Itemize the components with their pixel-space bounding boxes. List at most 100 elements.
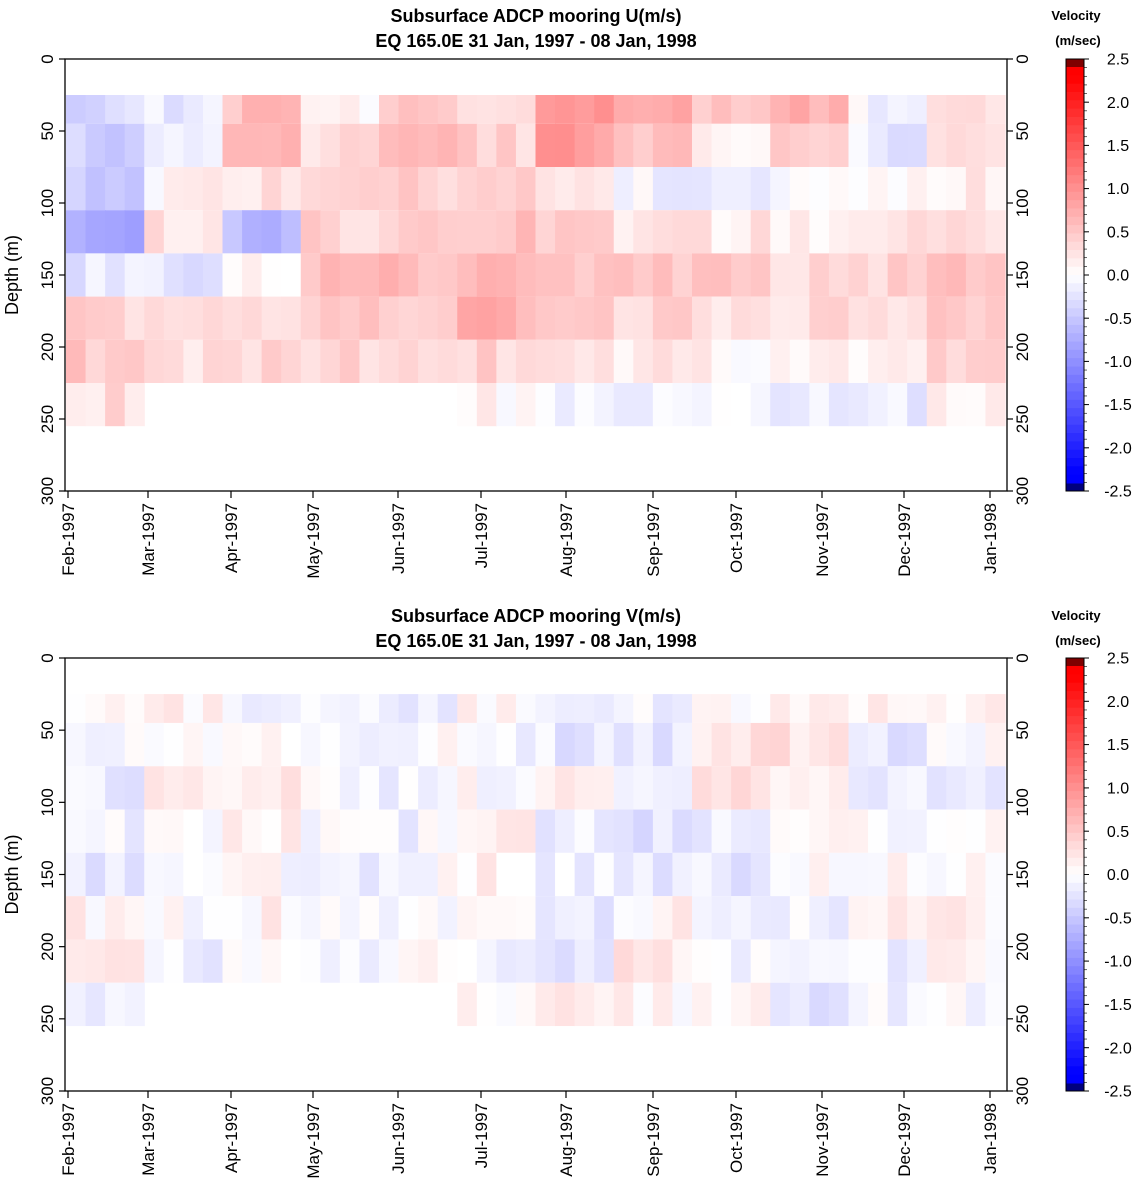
colorbar-swatch — [1066, 841, 1084, 850]
heatmap-cell — [887, 253, 908, 297]
heatmap-cell — [652, 939, 674, 983]
heatmap-cell — [574, 167, 595, 211]
heatmap-cell — [85, 95, 106, 124]
colorbar-swatch — [1066, 266, 1084, 276]
heatmap-cell — [66, 167, 87, 211]
heatmap-cell — [359, 694, 380, 723]
colorbar-tick-label: 2.0 — [1107, 694, 1129, 711]
heatmap-cell — [868, 852, 889, 897]
heatmap-cell — [633, 210, 654, 254]
heatmap-cell — [711, 722, 732, 767]
heatmap-cell — [652, 210, 674, 254]
heatmap-cell — [418, 809, 439, 853]
colorbar-swatch — [1066, 125, 1084, 135]
heatmap-cell — [965, 809, 987, 853]
heatmap-cell — [202, 939, 224, 983]
heatmap-cell — [124, 167, 145, 211]
heatmap-cell — [379, 939, 400, 983]
heatmap-cell — [985, 809, 1006, 853]
heatmap-cell — [907, 694, 928, 723]
heatmap-cell — [320, 896, 341, 940]
heatmap-cell — [379, 766, 400, 810]
colorbar-swatch — [1066, 982, 1084, 992]
heatmap-cell — [242, 852, 263, 897]
heatmap-cell — [281, 939, 302, 983]
x-tick-label: Dec-1997 — [895, 503, 914, 577]
heatmap-cell — [887, 939, 908, 983]
heatmap-cell — [105, 852, 126, 897]
heatmap-cell — [535, 722, 556, 767]
colorbar-tick-label: -1.5 — [1104, 397, 1132, 414]
x-tick-label: Apr-1997 — [222, 1103, 241, 1173]
heatmap-cell — [828, 253, 850, 297]
heatmap-cell — [163, 939, 184, 983]
heatmap-cell — [515, 253, 537, 297]
colorbar-swatch — [1066, 258, 1084, 268]
heatmap-cell — [222, 809, 243, 853]
colorbar-swatch — [1066, 458, 1084, 467]
heatmap-cell — [85, 722, 106, 767]
heatmap-cell — [242, 167, 263, 211]
y-tick-label-right: 250 — [1013, 1005, 1032, 1033]
colorbar-swatch — [1066, 358, 1084, 368]
heatmap-cell — [848, 123, 869, 167]
heatmap-cell — [144, 95, 165, 124]
colorbar-swatch — [1066, 791, 1084, 800]
colorbar-swatch — [1066, 466, 1084, 476]
heatmap-cell — [594, 766, 615, 810]
heatmap-cell — [672, 852, 693, 897]
heatmap-cell — [926, 253, 947, 297]
heatmap-cell — [476, 339, 497, 383]
colorbar-tick-label: -2.0 — [1104, 440, 1132, 457]
heatmap-cell — [124, 722, 145, 767]
heatmap-cell — [809, 766, 830, 810]
heatmap-cell — [418, 253, 439, 297]
heatmap-cell — [633, 253, 654, 297]
colorbar-tick-label: 2.5 — [1107, 52, 1129, 69]
heatmap-cell — [848, 95, 869, 124]
heatmap-cell — [496, 339, 517, 383]
heatmap-cell — [144, 694, 165, 723]
colorbar-swatch — [1066, 957, 1084, 967]
heatmap-cell — [652, 766, 674, 810]
y-tick-label-right: 200 — [1013, 333, 1032, 361]
heatmap-cell — [594, 896, 615, 940]
heatmap-cell — [574, 766, 595, 810]
colorbar-swatch — [1066, 191, 1084, 201]
heatmap-cell — [868, 809, 889, 853]
colorbar-swatch — [1066, 766, 1084, 775]
heatmap-cell — [320, 766, 341, 810]
colorbar-swatch — [1066, 782, 1084, 792]
heatmap-cell — [594, 722, 615, 767]
heatmap-cell — [476, 722, 497, 767]
heatmap-cell — [613, 123, 634, 167]
heatmap-cell — [692, 722, 713, 767]
heatmap-cell — [320, 123, 341, 167]
heatmap-cell — [692, 210, 713, 254]
heatmap-cell — [809, 722, 830, 767]
heatmap-cell — [476, 809, 497, 853]
heatmap-cell — [261, 939, 282, 983]
heatmap-cell — [379, 296, 400, 340]
heatmap-cell — [672, 210, 693, 254]
heatmap-cell — [183, 253, 204, 297]
heatmap-cell — [281, 296, 302, 340]
heatmap-cell — [946, 809, 967, 853]
heatmap-cell — [359, 253, 380, 297]
colorbar-swatch — [1066, 1041, 1084, 1051]
heatmap-cell — [144, 896, 165, 940]
heatmap-cell — [692, 339, 713, 383]
heatmap-cell — [770, 766, 791, 810]
heatmap-cell — [985, 339, 1006, 383]
heatmap-cell — [613, 339, 634, 383]
heatmap-cell — [183, 210, 204, 254]
colorbar-swatch — [1066, 749, 1084, 759]
heatmap-cell — [457, 95, 478, 124]
heatmap-cell — [457, 722, 478, 767]
heatmap-cell — [692, 694, 713, 723]
heatmap-cell — [652, 896, 674, 940]
heatmap-cell — [300, 722, 321, 767]
heatmap-cell — [809, 694, 830, 723]
colorbar-tick-label: 0.5 — [1107, 824, 1129, 841]
heatmap-cell — [339, 339, 361, 383]
